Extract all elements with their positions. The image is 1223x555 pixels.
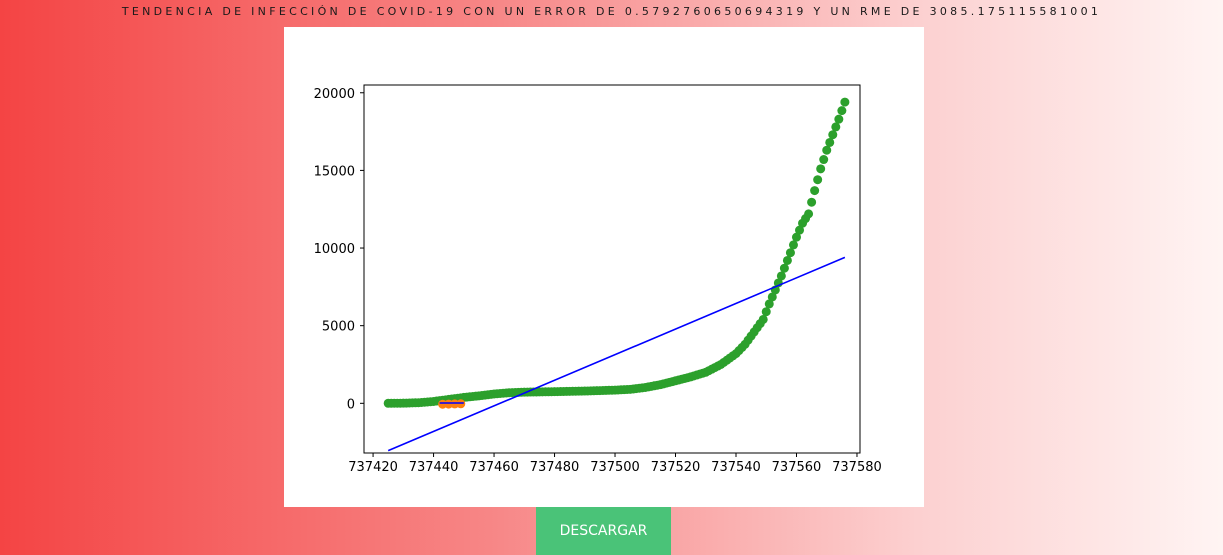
data-point [834, 114, 844, 124]
data-point [761, 307, 771, 317]
data-point [840, 97, 850, 107]
data-point [807, 197, 817, 207]
data-point [779, 263, 789, 273]
scatter-chart: 737420 737440 737460 737480 737500 737520 7375… [314, 84, 882, 475]
data-point [810, 186, 820, 196]
data-point [788, 240, 798, 250]
x-tick-label: 737560 [772, 460, 822, 475]
trend-line [387, 256, 846, 452]
y-tick-label: 5000 [322, 320, 355, 335]
data-point [767, 292, 777, 302]
data-point [816, 164, 826, 174]
x-tick-label: 737520 [651, 460, 701, 475]
data-point [795, 225, 805, 235]
data-point [813, 175, 823, 185]
y-tick-label: 20000 [314, 87, 355, 102]
x-tick-label: 737440 [409, 460, 459, 475]
data-point [819, 155, 829, 165]
page-title: TENDENCIA DE INFECCIÓN DE COVID-19 CON U… [121, 5, 1102, 18]
data-point [764, 299, 774, 309]
data-point [785, 248, 795, 258]
download-button[interactable]: DESCARGAR [536, 507, 671, 555]
chart-panel: 737420 737440 737460 737480 737500 737520 7375… [284, 27, 924, 507]
y-tick-label: 15000 [314, 164, 355, 179]
data-point [782, 255, 792, 265]
y-tick-label: 0 [347, 397, 355, 412]
data-point [804, 209, 814, 219]
x-tick-label: 737480 [530, 460, 580, 475]
data-point [825, 137, 835, 147]
x-tick-label: 737540 [711, 460, 761, 475]
data-point [791, 232, 801, 242]
x-tick-label: 737580 [832, 460, 882, 475]
data-point [776, 271, 786, 281]
x-tick-label: 737420 [348, 460, 398, 475]
y-tick-label: 10000 [314, 242, 355, 257]
x-tick-label: 737460 [469, 460, 519, 475]
data-point [822, 145, 832, 155]
data-point [831, 122, 841, 132]
data-point [828, 130, 838, 140]
x-tick-label: 737500 [590, 460, 640, 475]
data-point [837, 106, 847, 116]
data-point [758, 314, 768, 324]
axes-frame [363, 84, 861, 454]
